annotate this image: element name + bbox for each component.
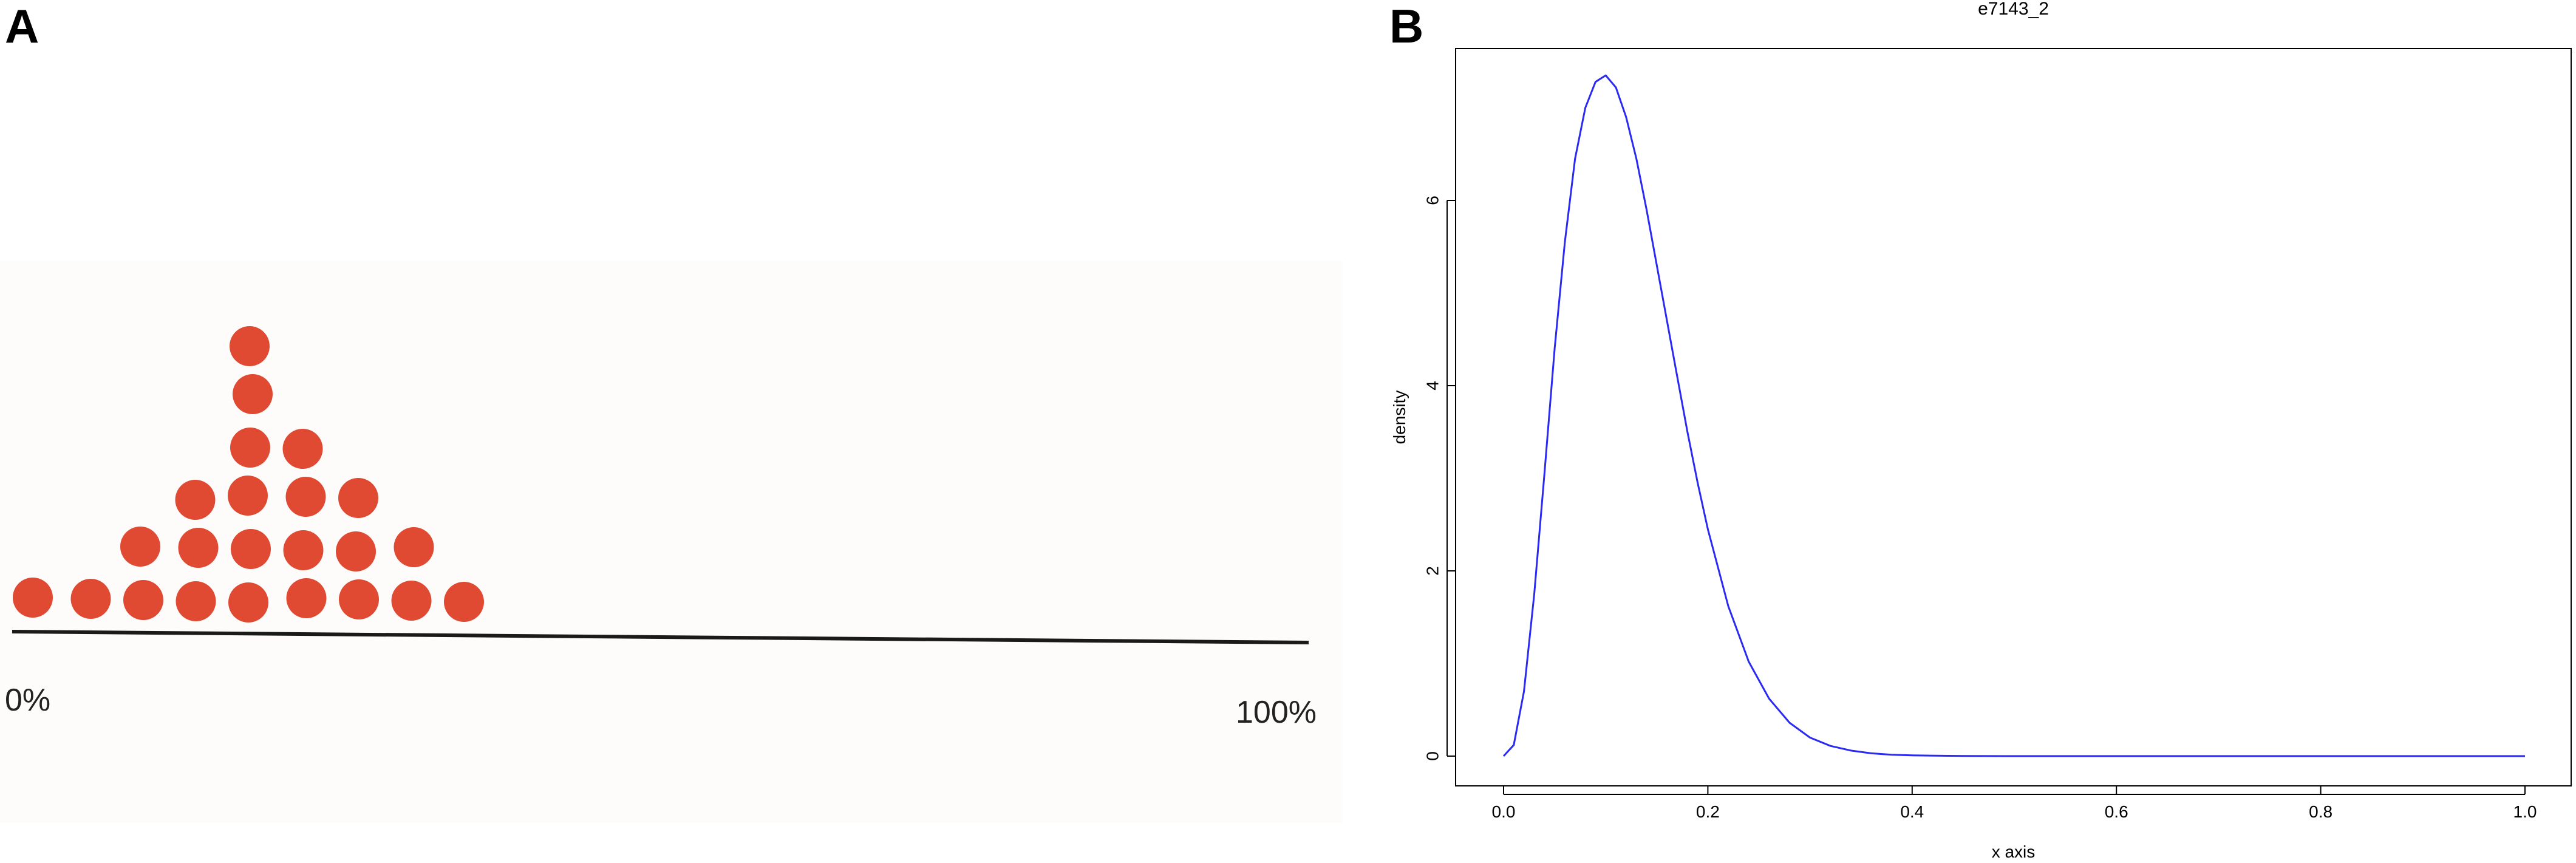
data-dot <box>231 529 271 569</box>
axis-line <box>12 630 1309 644</box>
density-line <box>1502 74 2525 757</box>
data-dot <box>339 579 379 619</box>
x-tick-label: 1.0 <box>2513 802 2537 821</box>
data-dot <box>338 478 378 518</box>
data-dot <box>228 476 268 516</box>
data-dot <box>175 581 216 621</box>
y-tick-label: 0 <box>1423 751 1442 761</box>
x-tick-label: 0.8 <box>2309 802 2332 821</box>
dot-plot: 0% 100% <box>0 261 1342 823</box>
plot-frame <box>1455 48 2572 786</box>
data-dot <box>178 528 219 568</box>
data-dot <box>444 582 484 622</box>
data-dot <box>391 581 432 621</box>
data-dot <box>230 428 270 468</box>
data-dot <box>230 326 270 366</box>
panel-a: 0% 100% A <box>0 0 1342 823</box>
data-dot <box>282 429 323 469</box>
panel-a-letter: A <box>5 0 39 53</box>
data-dot <box>120 527 160 567</box>
plot-background <box>0 261 1342 823</box>
chart-title: e7143_2 <box>1978 0 2049 19</box>
x-axis-label: x axis <box>1992 842 2036 861</box>
data-dot <box>175 480 216 520</box>
data-dot <box>283 530 324 570</box>
data-dot <box>336 531 376 571</box>
y-tick-label: 2 <box>1423 566 1442 576</box>
density-chart: e7143_2 0.0 0.2 0.4 0.6 0.8 1.0 0 2 4 6 x axis densi… <box>1390 0 2572 861</box>
x-tick-label: 0.0 <box>1492 802 1516 821</box>
x-tick-label: 0.2 <box>1696 802 1720 821</box>
data-dot <box>286 578 327 618</box>
x-label-max: 100% <box>1236 695 1317 730</box>
x-label-min: 0% <box>5 683 50 718</box>
data-dot <box>13 578 53 618</box>
data-dot <box>228 582 268 623</box>
y-tick-label: 6 <box>1423 196 1442 205</box>
y-axis-label: density <box>1390 391 1409 445</box>
y-tick-label: 4 <box>1423 381 1442 391</box>
data-dot <box>123 580 163 620</box>
x-tick-label: 0.6 <box>2105 802 2128 821</box>
data-dot <box>233 374 273 414</box>
panel-b-letter: B <box>1389 0 1424 53</box>
data-dot <box>70 579 111 619</box>
panel-b: e7143_2 0.0 0.2 0.4 0.6 0.8 1.0 0 2 4 6 x axis densi… <box>1342 0 2576 863</box>
data-dot <box>394 527 434 567</box>
x-tick-label: 0.4 <box>1900 802 1924 821</box>
data-dot <box>285 477 326 517</box>
